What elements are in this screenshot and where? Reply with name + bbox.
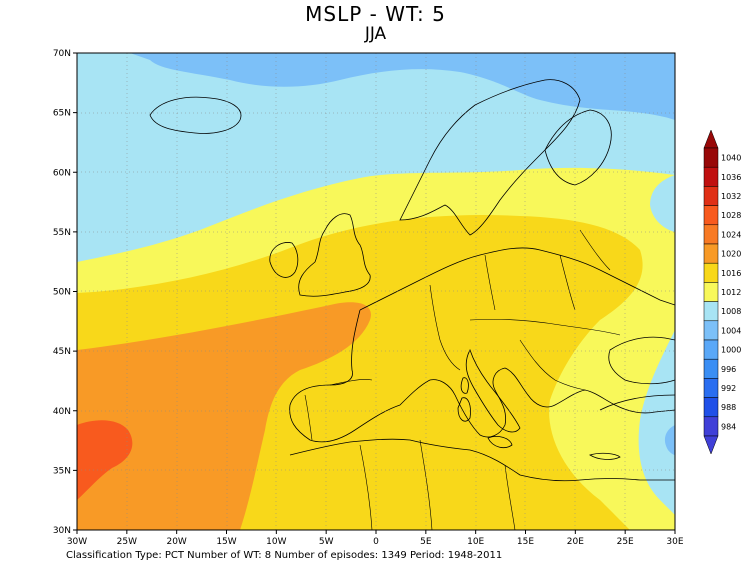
lon-tick-label: 20E [567,537,584,547]
lat-tick-label: 70N [53,49,71,59]
lon-tick-label: 15W [216,537,236,547]
lon-tick-label: 25W [117,537,137,547]
colorbar-label: 1024 [721,230,741,239]
corsica-outline [460,377,469,394]
lat-axis: 70N 65N 60N 55N 50N 45N 40N 35N 30N [53,49,77,536]
crete-outline [589,452,621,460]
north-africa-coast [289,438,675,482]
colorbar-label: 988 [721,403,736,412]
colorbar-segment [703,205,719,226]
scandinavia-outline [399,79,581,236]
lon-tick-label: 5E [420,537,432,547]
colorbar-segment [703,166,719,187]
colorbar-segment [703,282,719,302]
border-france-spain [329,379,373,386]
border-balkans [519,339,586,391]
border-germany-poland [484,254,496,311]
colorbar-label: 1028 [721,211,741,220]
lat-tick-label: 65N [53,109,71,119]
colorbar-label: 1012 [721,288,741,297]
colorbar-segment [703,416,719,437]
lat-tick-label: 55N [53,228,71,238]
sardinia-outline [457,397,471,422]
colorbar-label: 996 [721,365,736,374]
black-sea-outline [608,336,675,385]
iceland-outline [149,96,242,134]
lat-tick-label: 45N [53,347,71,357]
colorbar-label: 1036 [721,173,741,182]
map-title: MSLP - WT: 5 [305,2,446,26]
border-central [469,318,621,336]
border-north-africa [359,439,516,530]
italy-outline [465,348,521,433]
colorbar-segment [703,378,719,398]
field-1004 [130,53,675,120]
sicily-outline [487,436,513,449]
great-britain-outline [298,213,371,297]
lat-tick-label: 40N [53,407,71,417]
colorbar: 1040 1036 1032 1028 1024 1020 1016 1012 1008 1004… [703,129,741,455]
colorbar-label: 1032 [721,192,741,201]
turkey-outline [599,394,675,411]
map-subtitle: JJA [364,24,387,44]
colorbar-segment [703,397,719,418]
colorbar-label: 984 [721,422,736,431]
lat-tick-label: 60N [53,168,71,178]
colorbar-segment [703,301,719,322]
colorbar-max-triangle [703,129,719,149]
lon-tick-label: 10E [467,537,484,547]
lat-tick-label: 50N [53,288,71,298]
lon-tick-label: 30E [666,537,683,547]
country-borders [304,229,621,530]
lon-tick-label: 0 [373,537,379,547]
coastlines [149,79,675,482]
colorbar-segment [703,243,719,264]
finland-outline [544,109,612,186]
lon-tick-label: 10W [266,537,286,547]
border-spain-portugal [304,394,313,441]
lon-tick-label: 25E [617,537,634,547]
colorbar-segment [703,147,719,168]
colorbar-label: 1008 [721,307,741,316]
europe-mainland-outline [289,247,675,443]
colorbar-label: 1020 [721,250,741,259]
lon-axis: 30W 25W 20W 15W 10W 5W 0 5E 10E 15E 20E 25E 30E [67,530,684,547]
pressure-field [77,53,675,530]
colorbar-segment [703,358,719,379]
field-1020 [77,302,371,530]
border-baltic [579,229,611,271]
colorbar-segment [703,339,719,360]
colorbar-label: 1016 [721,269,741,278]
field-1008-se [638,330,675,515]
colorbar-label: 1000 [721,346,741,355]
lon-tick-label: 20W [166,537,186,547]
field-1008-e [650,175,675,232]
colorbar-label: 1004 [721,326,741,335]
lat-tick-label: 35N [53,466,71,476]
border-france-germany [429,284,461,371]
lat-tick-label: 30N [53,526,71,536]
footer-caption: Classification Type: PCT Number of WT: 8… [66,550,503,561]
colorbar-segment [703,186,719,206]
lon-tick-label: 15E [517,537,534,547]
colorbar-segment [703,224,719,245]
colorbar-label: 992 [721,384,736,393]
colorbar-min-triangle [703,435,719,455]
border-poland-east [559,254,576,311]
lon-tick-label: 5W [319,537,334,547]
colorbar-segment [703,262,719,283]
lon-tick-label: 30W [67,537,87,547]
field-1024 [77,420,133,500]
colorbar-segment [703,320,719,341]
field-1004-se [664,425,675,455]
ireland-outline [269,242,299,278]
colorbar-label: 1040 [721,154,741,163]
